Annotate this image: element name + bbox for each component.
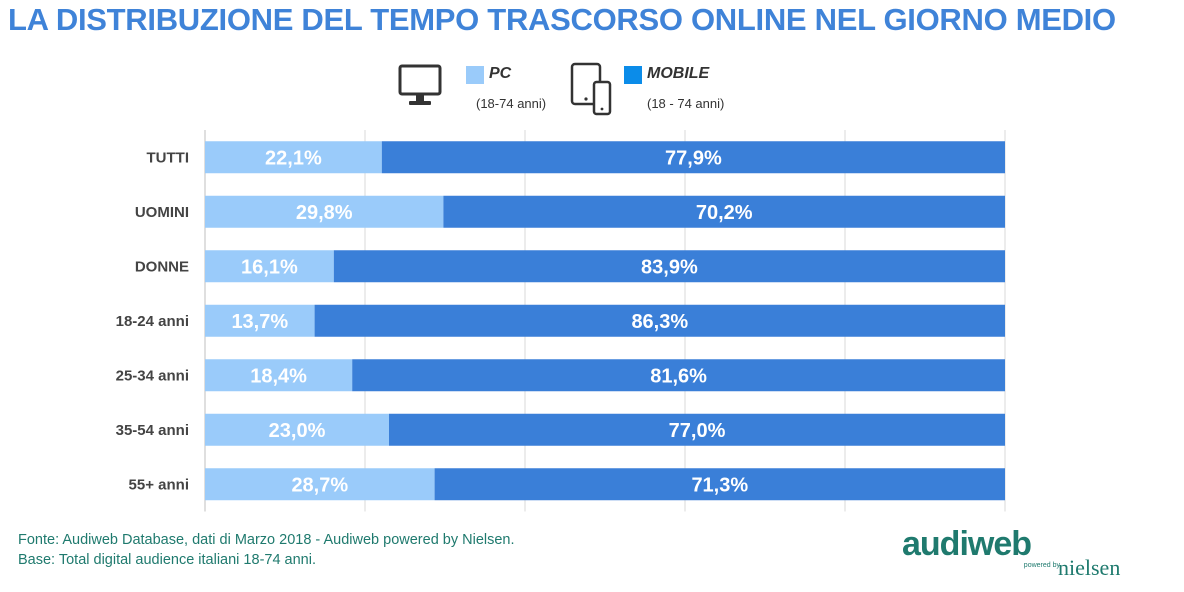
bar-segment-mobile bbox=[434, 468, 1006, 501]
bar-segment-pc bbox=[205, 359, 353, 392]
legend: PC (18-74 anni) MOBILE (18 - 74 anni) bbox=[0, 60, 1184, 120]
data-label: 29,8% bbox=[296, 202, 353, 224]
legend-sub-pc: (18-74 anni) bbox=[476, 96, 547, 111]
bar-segment-pc bbox=[205, 468, 435, 501]
footer: Fonte: Audiweb Database, dati di Marzo 2… bbox=[18, 530, 515, 570]
footer-base: Base: Total digital audience italiani 18… bbox=[18, 552, 316, 568]
data-label: 16,1% bbox=[241, 256, 298, 278]
footer-source: Fonte: Audiweb Database, dati di Marzo 2… bbox=[18, 532, 515, 548]
legend-label-mobile: MOBILE bbox=[647, 65, 710, 82]
data-label: 70,2% bbox=[696, 202, 753, 224]
logo-brand: audiweb bbox=[902, 525, 1032, 563]
bar-segment-mobile bbox=[389, 413, 1005, 446]
data-label: 13,7% bbox=[231, 311, 288, 333]
data-label: 81,6% bbox=[650, 365, 707, 387]
stacked-bar-chart: TUTTI 22,1% 77,9% UOMINI 29,8% 70,2% DONNE 16,1… bbox=[116, 130, 1006, 512]
legend-sub-mobile: (18 - 74 anni) bbox=[647, 96, 725, 111]
logo-powered: powered by bbox=[1023, 562, 1060, 569]
bar-segment-pc bbox=[205, 141, 382, 174]
data-label: 83,9% bbox=[641, 256, 698, 278]
data-label: 22,1% bbox=[265, 147, 322, 169]
data-label: 23,0% bbox=[269, 420, 326, 442]
bar-segment-pc bbox=[205, 304, 315, 337]
data-label: 77,0% bbox=[669, 420, 726, 442]
data-label: 77,9% bbox=[665, 147, 722, 169]
legend-swatch-pc bbox=[466, 66, 484, 84]
data-label: 18,4% bbox=[250, 365, 307, 387]
logo-nielsen: nielsen bbox=[1058, 555, 1121, 580]
bar-segment-mobile bbox=[352, 359, 1005, 392]
bar-segment-mobile bbox=[314, 304, 1006, 337]
category-label: 25-34 anni bbox=[116, 367, 189, 384]
legend-label-pc: PC bbox=[489, 65, 512, 82]
tablet-smartphone-icon bbox=[570, 62, 612, 116]
bar-segment-mobile bbox=[443, 195, 1005, 228]
data-label: 86,3% bbox=[631, 311, 688, 333]
data-label: 28,7% bbox=[291, 474, 348, 496]
bar-segment-mobile bbox=[381, 141, 1005, 174]
category-label: 18-24 anni bbox=[116, 313, 189, 330]
bar-segment-pc bbox=[205, 195, 444, 228]
category-label: TUTTI bbox=[147, 149, 190, 166]
page-title: LA DISTRIBUZIONE DEL TEMPO TRASCORSO ONL… bbox=[8, 2, 1116, 37]
data-label: 71,3% bbox=[691, 474, 748, 496]
bar-segment-pc bbox=[205, 250, 334, 283]
bar-segment-pc bbox=[205, 413, 389, 446]
category-label: UOMINI bbox=[135, 204, 189, 221]
category-label: 35-54 anni bbox=[116, 422, 189, 439]
desktop-monitor-icon bbox=[398, 64, 442, 105]
bar-segment-mobile bbox=[333, 250, 1005, 283]
category-label: DONNE bbox=[135, 258, 189, 275]
audiweb-nielsen-logo: audiweb powered by nielsen bbox=[902, 525, 1132, 585]
category-label: 55+ anni bbox=[129, 476, 189, 493]
legend-swatch-mobile bbox=[624, 66, 642, 84]
